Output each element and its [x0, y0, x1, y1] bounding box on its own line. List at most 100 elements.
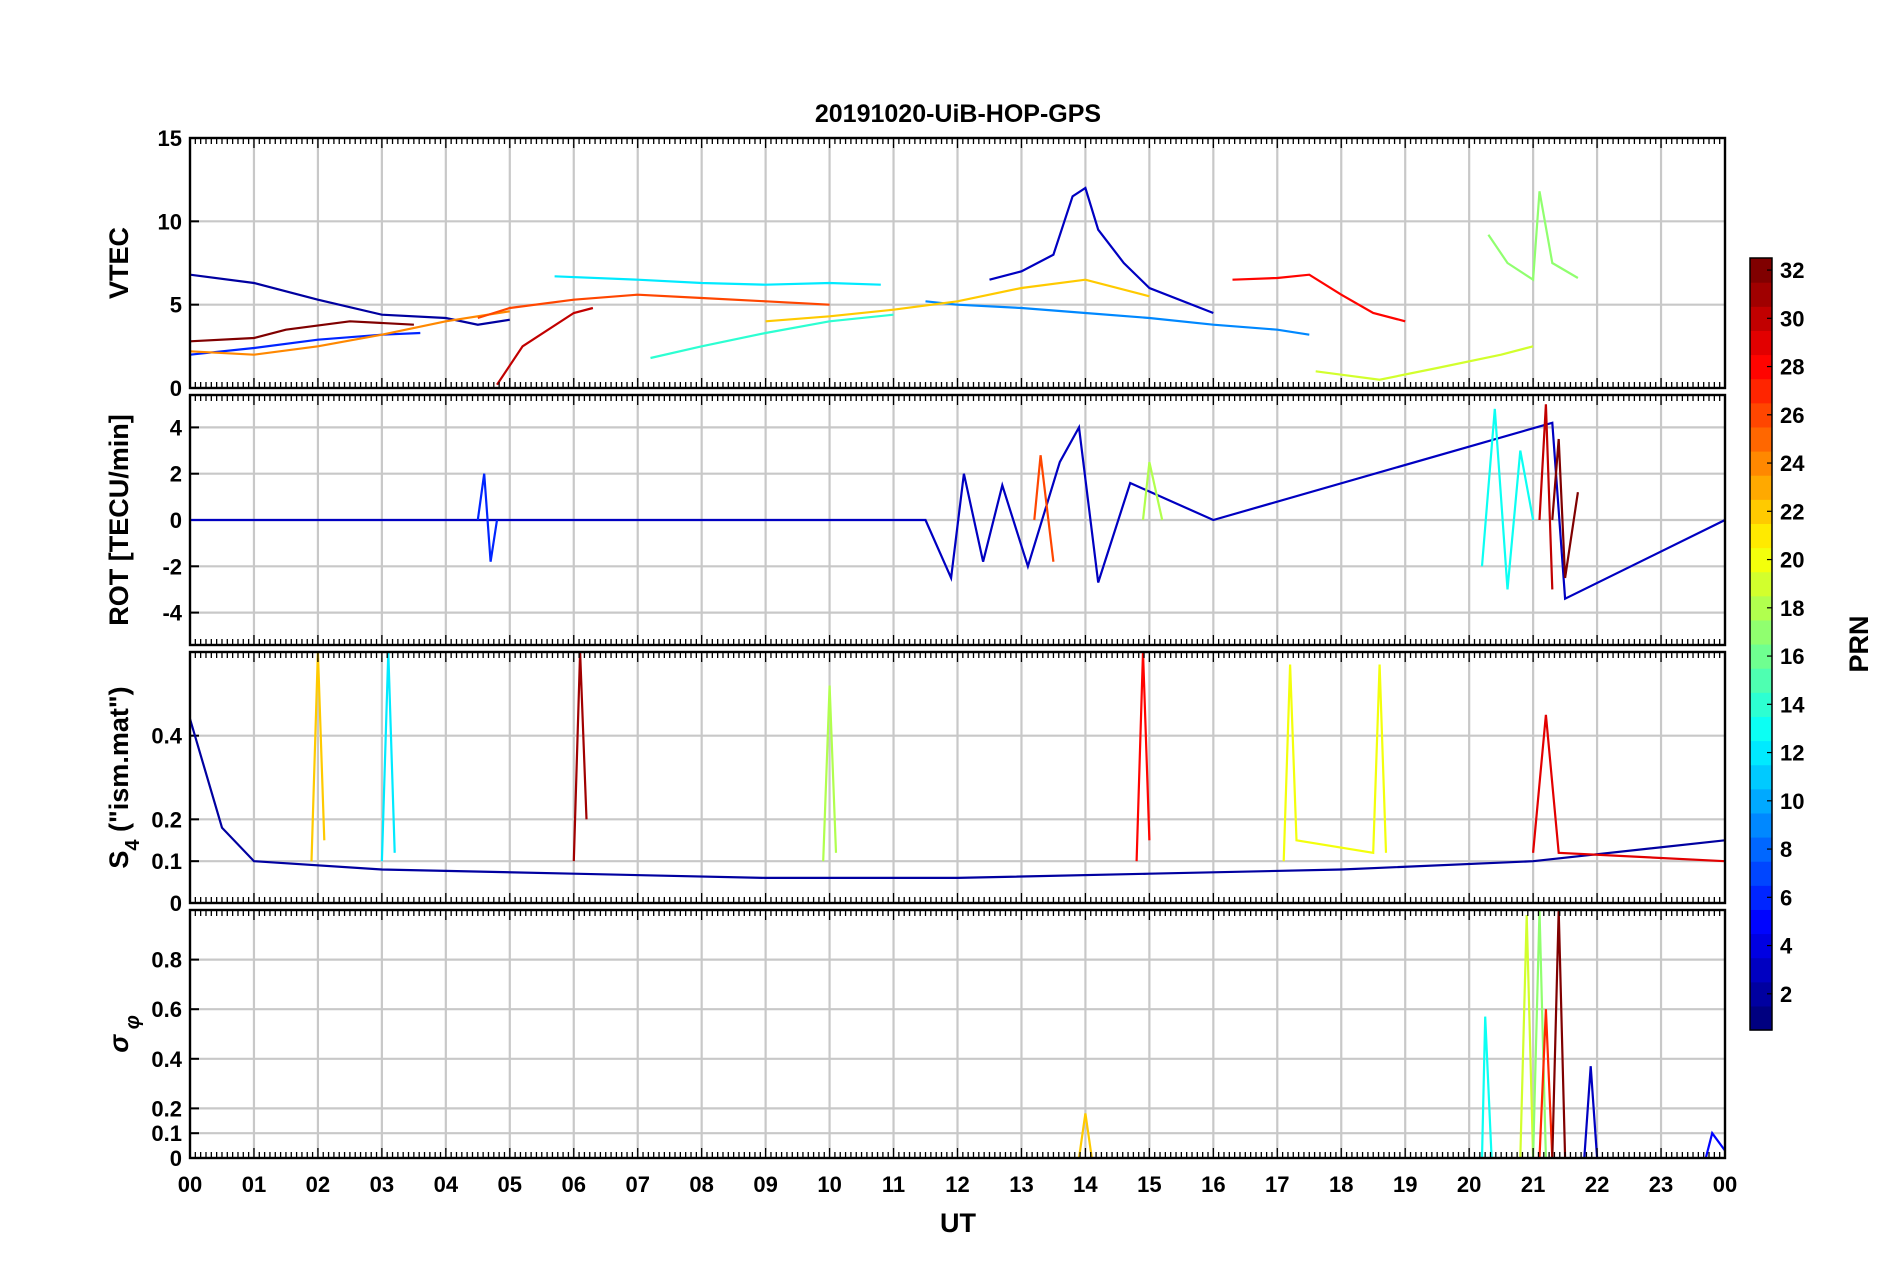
colorbar-band: [1750, 668, 1772, 693]
y-tick-label: -4: [162, 601, 182, 626]
series-line-prn-30: [1538, 404, 1554, 590]
series-line-prn-19: [1519, 914, 1535, 1158]
series-line-prn-5: [1704, 1130, 1725, 1158]
series-line-prn-3: [1583, 1066, 1599, 1158]
x-tick-label: 00: [178, 1172, 202, 1197]
x-tick-label: 09: [753, 1172, 777, 1197]
series-line-prn-2: [190, 273, 510, 326]
colorbar-tick-label: 32: [1780, 258, 1804, 283]
series-line-prn-6: [476, 473, 499, 562]
series-line-prn-14: [650, 313, 894, 360]
colorbar-band: [1750, 402, 1772, 428]
y-tick-label: 4: [170, 415, 183, 440]
y-tick-label: 0: [170, 376, 182, 401]
series-line-prn-18: [1141, 461, 1164, 521]
y-tick-label: 0: [170, 891, 182, 916]
series-line-prn-29: [1532, 714, 1725, 863]
series-group: [190, 404, 1725, 601]
x-tick-label: 18: [1329, 1172, 1353, 1197]
colorbar-band: [1750, 764, 1772, 790]
y-tick-label: 0.2: [151, 807, 182, 832]
y-axis-label-rot: ROT [TECU/min]: [104, 414, 134, 625]
x-tick-label: 06: [562, 1172, 586, 1197]
colorbar-band: [1750, 523, 1772, 549]
x-tick-label: 10: [817, 1172, 841, 1197]
panel-vtec: 0 5 10 15 VTEC: [104, 126, 1727, 401]
colorbar-band: [1750, 933, 1772, 959]
series-line-prn-32: [1551, 910, 1567, 1158]
y-tick-label: 0: [170, 1146, 182, 1171]
y-tick-label: 0.1: [151, 849, 182, 874]
y-tick-label: 10: [158, 209, 182, 234]
x-tick-label: 00: [1713, 1172, 1737, 1197]
x-tick-label: 20: [1457, 1172, 1481, 1197]
x-tick-label: 03: [370, 1172, 394, 1197]
colorbar-tick-label: 10: [1780, 789, 1804, 814]
x-tick-label: 04: [434, 1172, 459, 1197]
series-line-prn-13: [1480, 408, 1535, 590]
colorbar-band: [1750, 306, 1772, 331]
colorbar-band: [1750, 861, 1772, 886]
colorbar-band: [1750, 981, 1772, 1007]
chart-title: 20191020-UiB-HOP-GPS: [815, 100, 1101, 128]
series-line-prn-27: [1538, 1009, 1554, 1158]
colorbar-tick-label: 14: [1780, 692, 1805, 717]
colorbar-band: [1750, 451, 1772, 476]
y-tick-label: 15: [158, 126, 182, 151]
series-line-prn-17: [1487, 191, 1579, 282]
series-line-prn-3: [190, 421, 1725, 601]
colorbar-band: [1750, 571, 1772, 597]
y-tick-label: 0: [170, 508, 182, 533]
colorbar-band: [1750, 716, 1772, 742]
colorbar-tick-label: 24: [1780, 451, 1805, 476]
x-tick-label: 19: [1393, 1172, 1417, 1197]
series-line-prn-3: [989, 186, 1214, 315]
colorbar-band: [1750, 837, 1772, 862]
series-line-prn-18: [822, 685, 838, 862]
colorbar-band: [1750, 619, 1772, 645]
series-line-prn-26: [477, 293, 830, 320]
panel-rot: -4 -2 0 2 4 ROT [TECU/min]: [104, 393, 1727, 647]
colorbar-tick-label: 18: [1780, 596, 1804, 621]
series-line-prn-12: [554, 275, 881, 286]
series-line-prn-12: [380, 652, 396, 862]
series-line-prn-24: [190, 310, 510, 356]
panel-s4: 0 0.1 0.2 0.4 S4 ("ism.mat"): [104, 650, 1727, 916]
colorbar-band: [1750, 812, 1772, 838]
series-group: [190, 652, 1725, 880]
series-line-prn-2: [190, 718, 1725, 880]
y-tick-label: 2: [170, 462, 182, 487]
x-tick-label: 12: [945, 1172, 969, 1197]
panel-sigma: 00.10.2 0.4 0.6 0.8 σ φ: [104, 908, 1727, 1171]
x-axis-label: UT: [940, 1208, 976, 1238]
series-line-prn-31: [572, 652, 588, 862]
colorbar-band: [1750, 885, 1772, 910]
colorbar-tick-label: 22: [1780, 499, 1804, 524]
colorbar-band: [1750, 378, 1772, 404]
x-tick-label: 23: [1649, 1172, 1673, 1197]
y-tick-label: 5: [170, 293, 182, 318]
colorbar-band: [1750, 330, 1772, 356]
x-tick-label: 21: [1521, 1172, 1545, 1197]
colorbar-tick-label: 16: [1780, 644, 1804, 669]
colorbar-tick-label: 30: [1780, 306, 1804, 331]
x-axis-ticks: 00 01 02 03 04 05 06 07 08 09 10 11 12 13 14 15 16 17 18 19…: [178, 1172, 1737, 1197]
colorbar-label: PRN: [1844, 615, 1874, 672]
y-tick-label: 0.1: [151, 1121, 182, 1146]
series-line-prn-19: [1315, 345, 1534, 381]
y-axis-label-s4: S4 ("ism.mat"): [104, 686, 144, 868]
series-line-prn-22: [310, 652, 326, 862]
colorbar-band: [1750, 499, 1772, 524]
y-tick-label: 0.4: [151, 1047, 182, 1072]
colorbar-band: [1750, 354, 1772, 380]
colorbar-tick-label: 26: [1780, 403, 1804, 428]
colorbar-band: [1750, 692, 1772, 717]
series-line-prn-30: [496, 306, 594, 386]
series-line-prn-6: [190, 331, 421, 356]
series-line-prn-28: [1135, 652, 1151, 862]
colorbar-tick-label: 28: [1780, 355, 1804, 380]
x-tick-label: 14: [1073, 1172, 1098, 1197]
colorbar-band: [1750, 258, 1772, 283]
colorbar-band: [1750, 426, 1772, 452]
